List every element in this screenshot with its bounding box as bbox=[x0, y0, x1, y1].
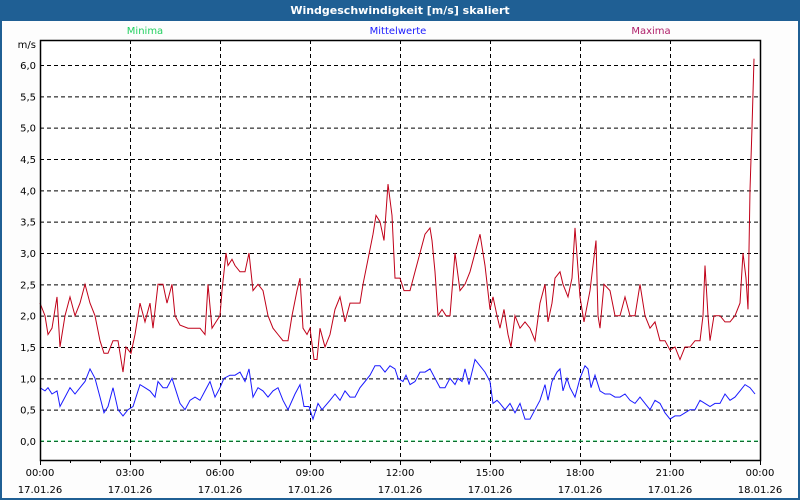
y-axis-unit: m/s bbox=[18, 40, 36, 51]
y-tick-label: 4,0 bbox=[20, 186, 36, 197]
y-tick-label: 1,5 bbox=[20, 343, 36, 354]
y-tick-label: 2,0 bbox=[20, 312, 36, 323]
series-line-maxima bbox=[39, 58, 755, 373]
y-tick-label: 3,5 bbox=[20, 218, 36, 229]
x-tick-date: 17.01.26 bbox=[468, 485, 513, 496]
y-tick-label: 5,5 bbox=[20, 92, 36, 103]
x-tick-date: 17.01.26 bbox=[648, 485, 693, 496]
y-tick-label: 1,0 bbox=[20, 374, 36, 385]
x-tick-time: 21:00 bbox=[656, 468, 685, 479]
y-tick-label: 0,0 bbox=[20, 437, 36, 448]
x-tick-date: 17.01.26 bbox=[198, 485, 243, 496]
y-tick-label: 5,0 bbox=[20, 124, 36, 135]
series-line-mittelwerte bbox=[39, 358, 756, 421]
x-tick-time: 18:00 bbox=[566, 468, 595, 479]
x-tick-date: 17.01.26 bbox=[378, 485, 423, 496]
x-tick-time: 09:00 bbox=[296, 468, 325, 479]
x-tick-date: 18.01.26 bbox=[738, 485, 783, 496]
x-tick-time: 03:00 bbox=[116, 468, 145, 479]
legend-mittelwerte: Mittelwerte bbox=[370, 26, 427, 37]
x-tick-date: 17.01.26 bbox=[18, 485, 63, 496]
x-tick-time: 12:00 bbox=[386, 468, 415, 479]
legend-maxima: Maxima bbox=[631, 26, 670, 37]
x-tick-date: 17.01.26 bbox=[558, 485, 603, 496]
legend-minima: Minima bbox=[127, 26, 163, 37]
y-tick-label: 4,5 bbox=[20, 155, 36, 166]
window-title: Windgeschwindigkeit [m/s] skaliert bbox=[2, 2, 798, 21]
x-tick-time: 00:00 bbox=[26, 468, 55, 479]
x-tick-time: 06:00 bbox=[206, 468, 235, 479]
plot-border bbox=[39, 39, 762, 462]
y-tick-label: 6,0 bbox=[20, 61, 36, 72]
y-tick-label: 3,0 bbox=[20, 249, 36, 260]
x-tick-date: 17.01.26 bbox=[288, 485, 333, 496]
x-tick-time: 15:00 bbox=[476, 468, 505, 479]
y-tick-label: 2,5 bbox=[20, 280, 36, 291]
x-tick-date: 17.01.26 bbox=[108, 485, 153, 496]
y-tick-label: 0,5 bbox=[20, 406, 36, 417]
x-tick-time: 00:00 bbox=[746, 468, 775, 479]
